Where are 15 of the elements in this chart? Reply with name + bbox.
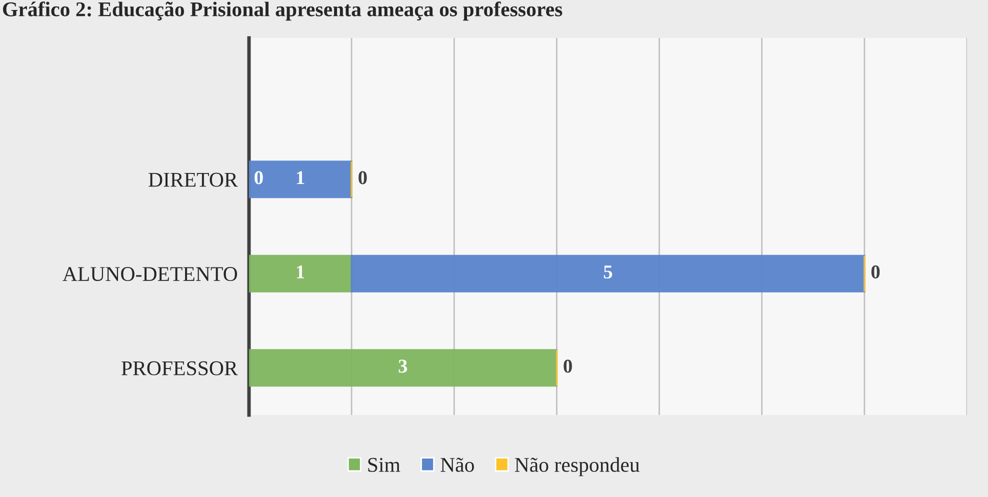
data-label: 1 [296, 171, 304, 184]
legend-label: Sim [368, 458, 400, 472]
chart-title: Gráfico 2: Educação Prisional apresenta ameaça os professores [2, 1, 562, 21]
y-tick-label: DIRETOR [148, 172, 238, 187]
data-label: 1 [296, 265, 304, 278]
data-label: 0 [871, 265, 880, 278]
legend-label: Não [440, 458, 474, 472]
legend-label: Não respondeu [514, 457, 640, 476]
data-label: 3 [398, 360, 408, 373]
data-label: 0 [254, 171, 263, 184]
y-tick-label: PROFESSOR [122, 361, 238, 376]
data-label: 0 [358, 171, 367, 184]
data-label: 5 [604, 266, 612, 278]
data-label: 0 [564, 360, 572, 373]
y-tick-label: ALUNO-DETENTO [62, 267, 238, 282]
